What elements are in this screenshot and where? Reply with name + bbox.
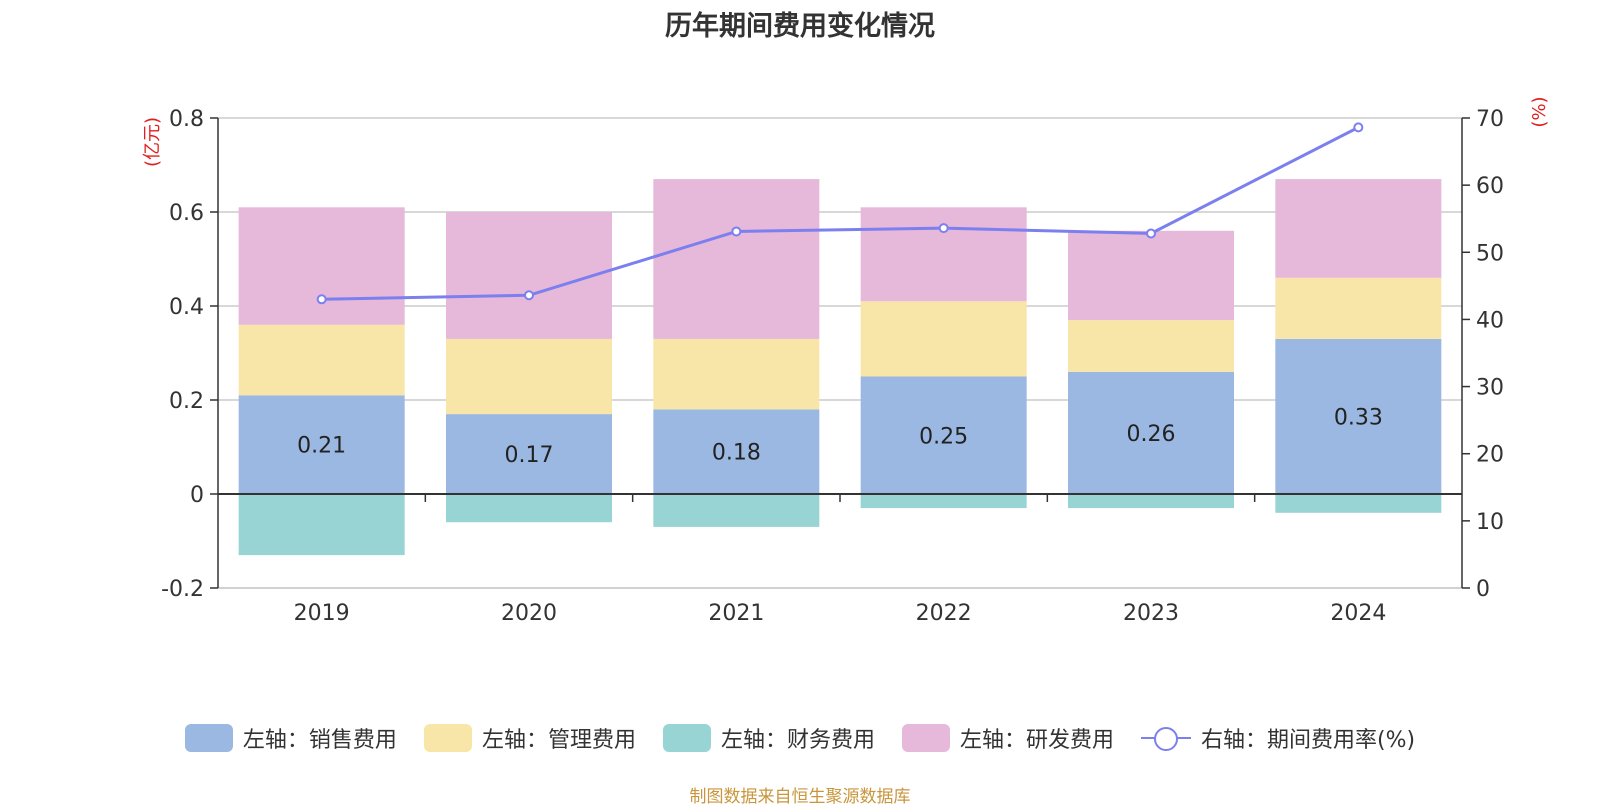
legend-label-finance: 左轴：财务费用 xyxy=(720,728,875,753)
data-labels: 0.21 0.17 0.18 0.25 0.26 0.33 xyxy=(297,405,1383,468)
x-tick-label-2019: 2019 xyxy=(294,601,350,626)
right-tick-label-0: 0 xyxy=(1476,577,1490,602)
left-tick-label-3: 0.4 xyxy=(169,295,204,320)
bar-segment-2-2019 xyxy=(238,494,405,556)
bar-segment-2-2024 xyxy=(1275,494,1442,513)
expense-rate-line xyxy=(321,126,1360,301)
expense-rate-point-2020 xyxy=(524,290,534,301)
bar-segment-2-2023 xyxy=(1068,494,1234,509)
bar-segment-0-2023 xyxy=(1068,371,1234,494)
legend: 左轴：销售费用 左轴：管理费用 左轴：财务费用 左轴：研发费用 右轴：期间费用率… xyxy=(0,722,1600,754)
right-tick-label-3: 30 xyxy=(1476,376,1504,401)
bar-value-label-2019: 0.21 xyxy=(297,434,346,459)
x-tick-label-2020: 2020 xyxy=(501,601,557,626)
legend-line-marker-icon xyxy=(1140,724,1191,752)
bar-segment-3-2024 xyxy=(1275,179,1442,278)
legend-label-rnd: 左轴：研发费用 xyxy=(959,728,1114,753)
bar-value-label-2020: 0.17 xyxy=(505,443,554,468)
bar-value-label-2024: 0.33 xyxy=(1334,405,1383,430)
bar-series xyxy=(238,179,1442,556)
right-tick-label-5: 50 xyxy=(1476,241,1504,266)
chart-title: 历年期间费用变化情况 xyxy=(665,11,935,42)
bar-value-label-2021: 0.18 xyxy=(712,441,761,466)
right-tick-label-6: 60 xyxy=(1476,174,1504,199)
x-tick-label-2023: 2023 xyxy=(1123,601,1179,626)
legend-swatch-finance xyxy=(662,724,711,752)
bar-segment-1-2023 xyxy=(1068,320,1234,372)
bar-segment-0-2020 xyxy=(446,414,612,494)
legend-swatch-rnd xyxy=(901,724,950,752)
grid-lines xyxy=(218,117,1462,589)
x-tick-label-2021: 2021 xyxy=(708,601,764,626)
x-tick-label-2024: 2024 xyxy=(1330,601,1386,626)
left-tick-label-2: 0.2 xyxy=(169,389,204,414)
bar-segment-0-2019 xyxy=(238,395,405,494)
bar-segment-3-2021 xyxy=(653,179,820,339)
left-tick-label-4: 0.6 xyxy=(169,201,204,226)
bar-segment-3-2019 xyxy=(238,207,405,325)
line-series xyxy=(316,122,1364,305)
expense-rate-point-2021 xyxy=(731,226,742,237)
bar-segment-1-2022 xyxy=(860,301,1027,377)
axes: -0.2 0 0.2 0.4 0.6 0.8 0 10 20 30 40 50 60 70 (亿元) (%) 2… xyxy=(142,96,1550,626)
left-axis-unit-label: (亿元) xyxy=(142,117,163,167)
legend-label-sales: 左轴：销售费用 xyxy=(242,728,397,753)
right-tick-label-2: 20 xyxy=(1476,443,1504,468)
bar-segment-0-2024 xyxy=(1275,338,1442,494)
bar-segment-2-2021 xyxy=(653,494,820,527)
bar-segment-3-2020 xyxy=(446,212,612,339)
left-tick-label-5: 0.8 xyxy=(169,107,204,132)
right-axis-unit-label: (%) xyxy=(1529,96,1550,127)
bar-segment-1-2024 xyxy=(1275,277,1442,339)
expense-rate-point-2022 xyxy=(938,223,949,234)
left-tick-label-1: 0 xyxy=(190,483,204,508)
bar-segment-1-2019 xyxy=(238,324,405,396)
expense-rate-point-2019 xyxy=(316,294,327,305)
right-tick-label-7: 70 xyxy=(1476,107,1504,132)
legend-item-admin[interactable]: 左轴：管理费用 xyxy=(423,722,636,754)
legend-swatch-sales xyxy=(184,724,233,752)
right-tick-label-4: 40 xyxy=(1476,308,1504,333)
source-note: 制图数据来自恒生聚源数据库 xyxy=(689,787,911,807)
bar-segment-2-2020 xyxy=(446,494,612,523)
bar-segment-0-2022 xyxy=(860,376,1027,494)
legend-item-rnd[interactable]: 左轴：研发费用 xyxy=(901,722,1114,754)
expense-rate-point-2023 xyxy=(1146,228,1156,239)
x-tick-label-2022: 2022 xyxy=(916,601,972,626)
legend-label-expense-rate: 右轴：期间费用率(%) xyxy=(1200,728,1416,753)
bar-segment-3-2022 xyxy=(860,207,1027,302)
bar-segment-3-2023 xyxy=(1068,230,1234,321)
bar-segment-2-2022 xyxy=(860,494,1027,509)
left-tick-label-0: -0.2 xyxy=(161,577,204,602)
legend-item-finance[interactable]: 左轴：财务费用 xyxy=(662,722,875,754)
legend-item-sales[interactable]: 左轴：销售费用 xyxy=(184,722,397,754)
legend-swatch-admin xyxy=(423,724,472,752)
legend-label-admin: 左轴：管理费用 xyxy=(481,728,636,753)
legend-item-expense-rate[interactable]: 右轴：期间费用率(%) xyxy=(1140,722,1416,754)
bar-segment-0-2021 xyxy=(653,409,820,494)
right-tick-label-1: 10 xyxy=(1476,510,1504,535)
bar-segment-1-2021 xyxy=(653,338,820,410)
expense-rate-point-2024 xyxy=(1353,122,1364,133)
bar-value-label-2023: 0.26 xyxy=(1127,422,1176,447)
bar-segment-1-2020 xyxy=(446,338,612,415)
bar-value-label-2022: 0.25 xyxy=(919,424,968,449)
